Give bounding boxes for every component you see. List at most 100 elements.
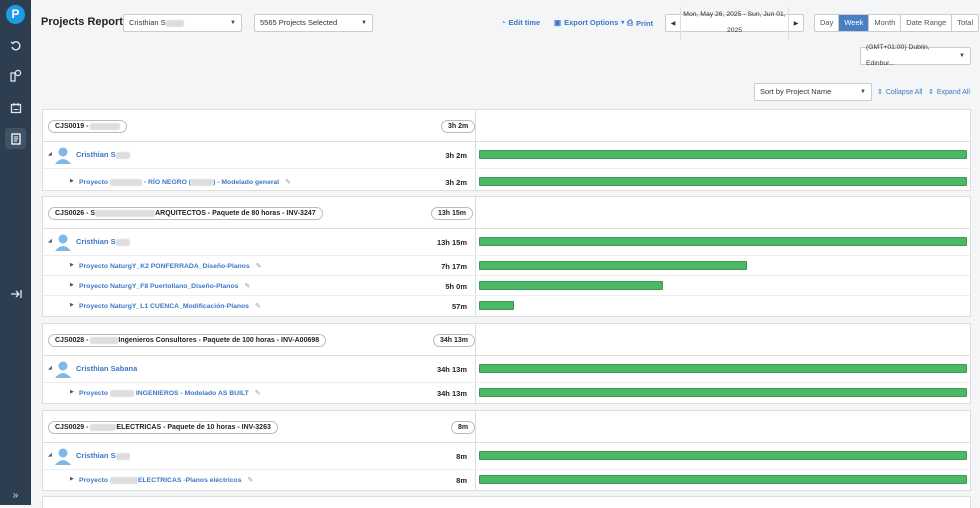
- expand-arrow-icon[interactable]: ▶: [70, 178, 74, 184]
- project-hours: 34h 13m: [436, 389, 467, 398]
- date-navigator: ◀ Mon, May 26, 2025 - Sun, Jun 01, 2025 …: [665, 7, 804, 39]
- project-hours-bar: [479, 177, 967, 186]
- tab-day[interactable]: Day: [815, 15, 840, 31]
- client-name[interactable]: CJS0019 -: [48, 120, 128, 133]
- chevron-down-icon: ▼: [959, 53, 965, 59]
- user-hours-bar: [479, 451, 967, 460]
- client-total: 8m: [451, 421, 476, 434]
- edit-pencil-icon[interactable]: ✎: [254, 303, 261, 310]
- user-row: ◢ Cristhian S 3h 2m: [43, 142, 970, 169]
- client-group: CJS0028 - Ingenieros Consultores - Paque…: [42, 323, 971, 404]
- client-total: 34h 13m: [433, 334, 476, 347]
- collapse-all-button[interactable]: ⇕ Collapse All: [877, 88, 923, 97]
- edit-pencil-icon[interactable]: ✎: [247, 477, 254, 484]
- user-hours: 8m: [456, 452, 467, 461]
- export-options-button[interactable]: ▣ Export Options ▾: [554, 18, 625, 27]
- edit-time-button[interactable]: ◔ Edit time: [501, 18, 541, 27]
- collapse-toggle-icon[interactable]: ◢: [48, 452, 52, 458]
- date-range-label[interactable]: Mon, May 26, 2025 - Sun, Jun 01, 2025: [680, 7, 789, 39]
- collapse-toggle-icon[interactable]: ◢: [48, 365, 52, 371]
- sidebar: P »: [0, 0, 31, 505]
- expand-arrow-icon[interactable]: ▶: [70, 302, 74, 308]
- prev-week-icon[interactable]: ◀: [670, 20, 676, 27]
- page-title: Projects Report: [41, 16, 123, 28]
- client-group: CJS0019 - 3h 2m ◢ Cristhian S 3h 2m ▶ Pr…: [42, 109, 971, 191]
- project-name[interactable]: Proyecto INGENIEROS - Modelado AS BUILT ✎: [79, 389, 261, 397]
- tab-week[interactable]: Week: [839, 15, 870, 31]
- project-name[interactable]: Proyecto ELECTRICAS -Planos eléctricos ✎: [79, 476, 254, 484]
- calendar-icon[interactable]: [8, 100, 23, 115]
- project-name[interactable]: Proyecto NaturgY_F8 Puertollano_Diseño-P…: [79, 283, 251, 290]
- collapse-icon: ⇕: [877, 89, 883, 96]
- expand-all-button[interactable]: ⇕ Expand All: [928, 88, 970, 97]
- project-row: ▶ Proyecto NaturgY_L1 CUENCA_Modificació…: [43, 296, 970, 316]
- user-name[interactable]: Cristhian S: [76, 237, 130, 246]
- avatar: [55, 361, 71, 378]
- user-name[interactable]: Cristhian S: [76, 451, 130, 460]
- project-hours: 57m: [451, 302, 467, 311]
- sort-select[interactable]: Sort by Project Name ▼: [754, 83, 872, 101]
- user-name[interactable]: Cristhian Sabana: [76, 364, 138, 373]
- project-hours: 3h 2m: [445, 178, 467, 187]
- user-row: ◢ Cristhian S 13h 15m: [43, 229, 970, 256]
- tab-date-range[interactable]: Date Range: [901, 15, 953, 31]
- main-content: Projects Report Cristhian S ▼ 5565 Projec…: [31, 0, 980, 508]
- timezone-select[interactable]: (GMT+01:00) Dublin, Edinbur... ▼: [860, 44, 971, 67]
- project-hours: 8m: [456, 476, 467, 485]
- collapse-toggle-icon[interactable]: ◢: [48, 151, 52, 157]
- user-hours: 34h 13m: [436, 365, 467, 374]
- next-week-icon[interactable]: ▶: [793, 20, 799, 27]
- client-header: CJS0026 - S ARQUITECTOS - Paquete de 80 h…: [43, 197, 970, 229]
- collapse-toggle-icon[interactable]: ◢: [48, 238, 52, 244]
- edit-pencil-icon[interactable]: ✎: [254, 390, 261, 397]
- expand-arrow-icon[interactable]: ▶: [70, 262, 74, 268]
- project-row: ▶ Proyecto NaturgY_K2 PONFERRADA_Diseño-…: [43, 256, 970, 276]
- expand-sidebar-icon[interactable]: »: [12, 490, 19, 501]
- edit-pencil-icon[interactable]: ✎: [244, 283, 251, 290]
- user-select[interactable]: Cristhian S ▼: [123, 14, 242, 32]
- tab-total[interactable]: Total: [957, 18, 974, 27]
- client-group: [42, 496, 971, 508]
- project-row: ▶ Proyecto INGENIEROS - Modelado AS BUIL…: [43, 383, 970, 403]
- edit-pencil-icon[interactable]: ✎: [285, 179, 291, 186]
- expand-arrow-icon[interactable]: ▶: [70, 476, 74, 482]
- user-hours: 3h 2m: [445, 151, 467, 160]
- avatar: [55, 147, 71, 164]
- user-row: ◢ Cristhian S 8m: [43, 443, 970, 470]
- project-name[interactable]: Proyecto NaturgY_L1 CUENCA_Modificación-…: [79, 303, 261, 310]
- logout-icon[interactable]: [8, 286, 23, 301]
- expand-icon: ⇕: [928, 89, 934, 96]
- client-name[interactable]: CJS0028 - Ingenieros Consultores - Paque…: [48, 334, 327, 347]
- tab-month[interactable]: Month: [869, 15, 902, 31]
- client-group: CJS0026 - S ARQUITECTOS - Paquete de 80 h…: [42, 196, 971, 317]
- client-header: CJS0029 - ELECTRICAS - Paquete de 10 hor…: [43, 411, 970, 443]
- expand-arrow-icon[interactable]: ▶: [70, 282, 74, 288]
- timer-settings-icon[interactable]: [8, 68, 23, 83]
- projects-select[interactable]: 5565 Projects Selected ▼: [254, 14, 373, 32]
- client-name[interactable]: CJS0029 - ELECTRICAS - Paquete de 10 hor…: [48, 421, 278, 434]
- user-hours-bar: [479, 364, 967, 373]
- project-name[interactable]: Proyecto - RÍO NEGRO () - Modelado gener…: [79, 178, 291, 186]
- history-icon[interactable]: [8, 38, 23, 53]
- project-row: ▶ Proyecto - RÍO NEGRO () - Modelado gen…: [43, 169, 970, 195]
- client-name[interactable]: CJS0026 - S ARQUITECTOS - Paquete de 80 h…: [48, 207, 323, 220]
- avatar: [55, 448, 71, 465]
- app-logo[interactable]: P: [6, 5, 25, 24]
- view-tabs: Day Week Month Date Range Total: [814, 14, 980, 32]
- print-button[interactable]: ⎙ Print: [627, 18, 654, 28]
- user-hours-bar: [479, 150, 967, 159]
- reports-icon[interactable]: [5, 128, 26, 149]
- client-header: CJS0028 - Ingenieros Consultores - Paque…: [43, 324, 970, 356]
- user-hours-bar: [479, 237, 967, 246]
- user-row: ◢ Cristhian Sabana 34h 13m: [43, 356, 970, 383]
- chevron-down-icon: ▼: [361, 20, 367, 26]
- client-total: 3h 2m: [441, 120, 476, 133]
- client-group: CJS0029 - ELECTRICAS - Paquete de 10 hor…: [42, 410, 971, 491]
- project-hours-bar: [479, 281, 663, 290]
- edit-pencil-icon[interactable]: ✎: [255, 263, 262, 270]
- expand-arrow-icon[interactable]: ▶: [70, 389, 74, 395]
- project-hours-bar: [479, 475, 967, 484]
- client-total: 13h 15m: [431, 207, 474, 220]
- project-name[interactable]: Proyecto NaturgY_K2 PONFERRADA_Diseño-Pl…: [79, 263, 262, 270]
- user-name[interactable]: Cristhian S: [76, 150, 130, 159]
